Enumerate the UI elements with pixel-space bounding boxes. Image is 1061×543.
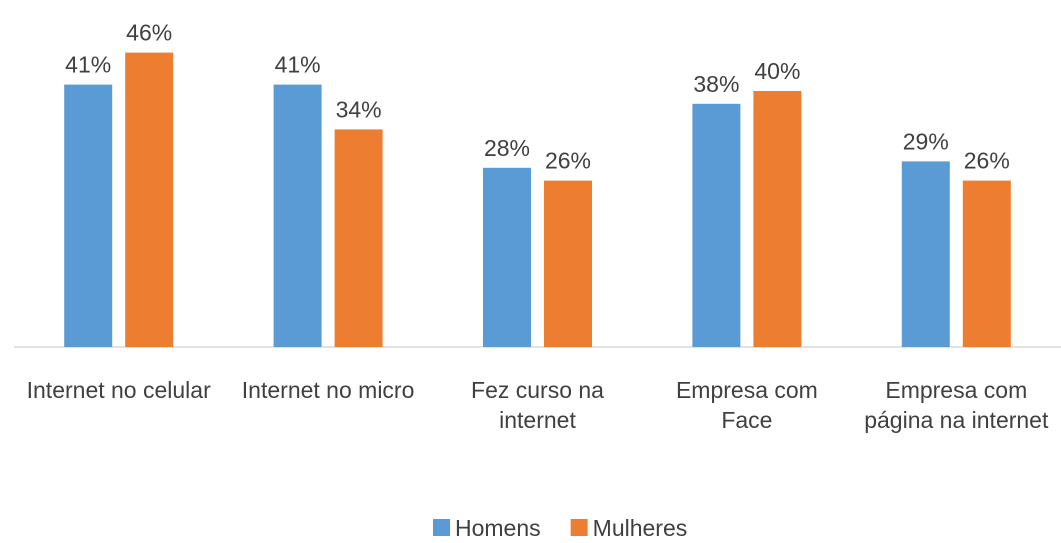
x-tick-label: Empresa com Face	[675, 377, 818, 433]
bar	[64, 84, 113, 347]
data-label: 34%	[336, 96, 382, 122]
data-label: 40%	[754, 58, 800, 84]
data-label: 38%	[693, 71, 739, 97]
legend-label: Homens	[455, 515, 541, 541]
bar	[483, 167, 531, 347]
bar	[334, 129, 383, 347]
legend-label: Mulheres	[593, 515, 688, 541]
x-tick-label: Internet no celular	[26, 377, 211, 403]
legend-swatch	[433, 519, 450, 536]
data-label: 46%	[126, 20, 172, 46]
data-label: 28%	[484, 135, 530, 161]
data-label: 29%	[903, 128, 949, 154]
data-label: 26%	[545, 148, 591, 174]
bar	[962, 180, 1011, 347]
bar	[753, 91, 802, 347]
x-tick-label: Fez curso na internet	[471, 377, 604, 433]
data-label: 41%	[65, 52, 111, 78]
bar	[544, 180, 592, 347]
x-tick-label: Internet no micro	[241, 377, 415, 403]
x-tick-label: Empresa com página na internet	[864, 377, 1049, 433]
data-label: 26%	[964, 148, 1010, 174]
bar	[692, 103, 741, 347]
data-label: 41%	[275, 52, 321, 78]
bar	[125, 52, 174, 347]
bar	[273, 84, 322, 347]
legend-swatch	[570, 519, 588, 536]
bar	[901, 161, 950, 347]
